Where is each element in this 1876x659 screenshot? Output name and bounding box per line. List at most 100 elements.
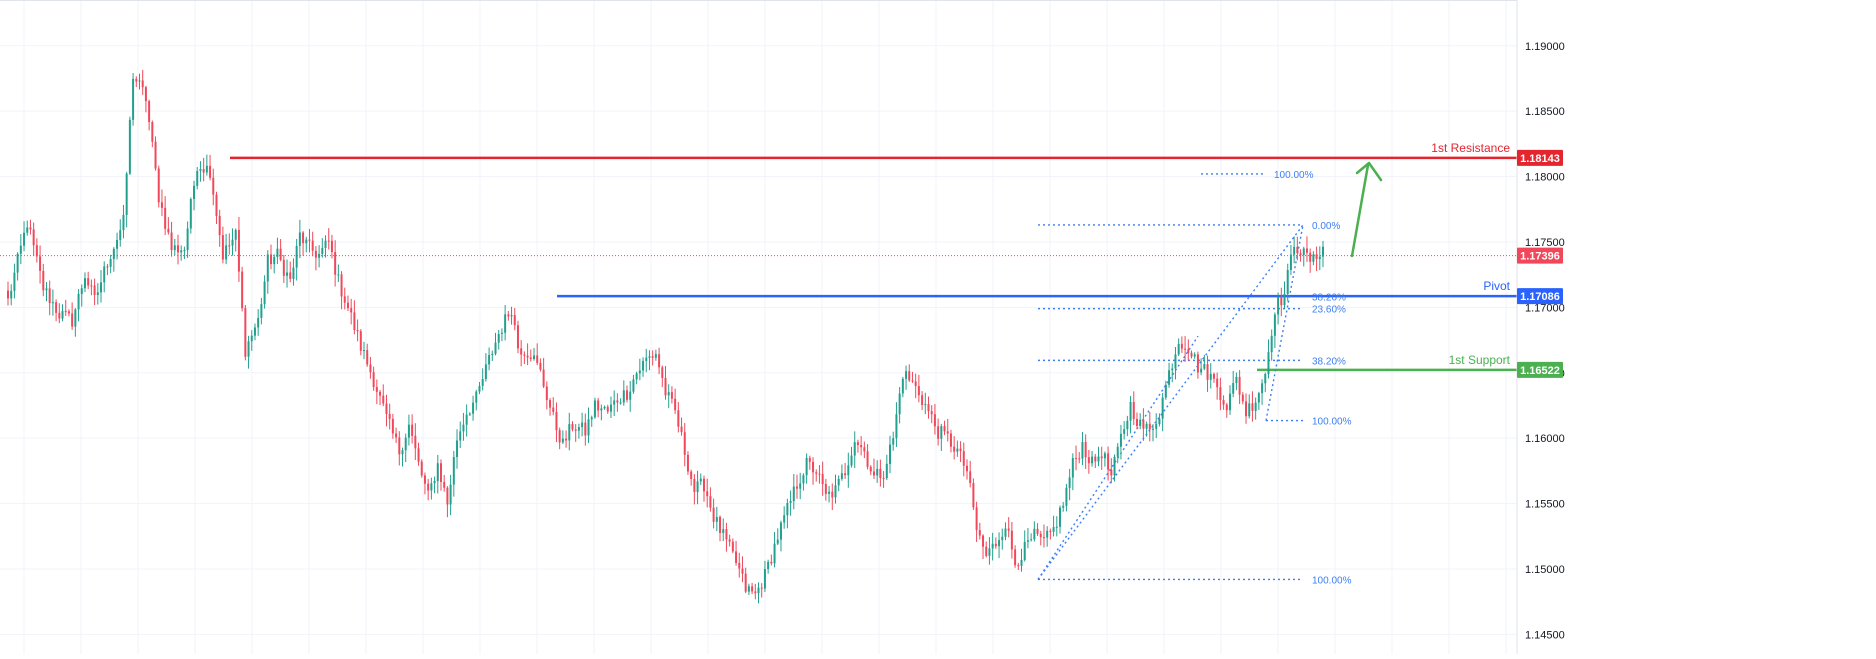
candle-body xyxy=(1277,296,1280,315)
fib-small-trendline xyxy=(1265,224,1304,421)
candle-body xyxy=(1216,378,1219,388)
candle-body xyxy=(122,214,125,231)
candle-body xyxy=(1026,540,1029,542)
candle-body xyxy=(1126,420,1129,430)
candle-body xyxy=(574,429,577,431)
level-label: 1st Resistance xyxy=(1431,141,1510,155)
candle-body xyxy=(196,170,199,186)
candle-body xyxy=(1132,401,1135,419)
candle-body xyxy=(1001,536,1004,541)
candle-body xyxy=(988,548,991,556)
candle-body xyxy=(446,487,449,505)
candle-body xyxy=(109,259,112,267)
fib-level-label: 100.00% xyxy=(1312,575,1352,586)
candle-body xyxy=(337,274,340,276)
candle-body xyxy=(1007,528,1010,531)
candle-body xyxy=(253,327,256,336)
candle-body xyxy=(1251,403,1254,411)
level-label: Pivot xyxy=(1483,279,1510,293)
candle-body xyxy=(193,185,196,200)
candle-body xyxy=(677,410,680,427)
candle-body xyxy=(658,354,661,368)
candle-body xyxy=(375,387,378,392)
candle-body xyxy=(683,432,686,455)
candle-body xyxy=(956,448,959,452)
candle-body xyxy=(234,229,237,240)
annotations: 1st Resistance Pivot 1st Support xyxy=(1350,141,1511,367)
candle-body xyxy=(494,342,497,354)
candle-body xyxy=(135,78,138,82)
candle-body xyxy=(212,177,215,195)
candle-body xyxy=(1046,530,1049,538)
candle-body xyxy=(561,438,564,443)
candle-body xyxy=(722,529,725,533)
candle-body xyxy=(318,253,321,258)
candle-body xyxy=(407,424,410,438)
candle-body xyxy=(728,539,731,542)
candle-body xyxy=(414,435,417,449)
candle-body xyxy=(411,424,414,436)
candle-body xyxy=(295,245,298,268)
candle-body xyxy=(593,400,596,418)
candle-body xyxy=(1097,456,1100,462)
candle-body xyxy=(1187,349,1190,353)
candle-body xyxy=(282,259,285,276)
candle-body xyxy=(359,331,362,351)
candle-body xyxy=(1264,373,1267,384)
price-tick-label: 1.18000 xyxy=(1525,172,1565,184)
candle-body xyxy=(173,245,176,251)
fib-top-label: 100.00% xyxy=(1274,170,1314,181)
candle-body xyxy=(1068,477,1071,488)
candle-body xyxy=(632,379,635,392)
candle-body xyxy=(51,302,54,304)
candle-body xyxy=(876,468,879,476)
candle-body xyxy=(715,516,718,522)
candle-body xyxy=(35,245,38,257)
candle-body xyxy=(26,227,29,233)
candle-body xyxy=(696,481,699,493)
candle-body xyxy=(789,500,792,504)
candle-body xyxy=(125,173,128,215)
candle-body xyxy=(221,235,224,260)
candle-body xyxy=(863,447,866,452)
price-axis[interactable]: 1.145001.150001.155001.160001.165001.170… xyxy=(1516,0,1876,654)
candle-body xyxy=(157,168,160,203)
candle-body xyxy=(244,308,247,357)
candle-body xyxy=(539,362,542,370)
candle-body xyxy=(472,402,475,414)
candle-body xyxy=(29,227,32,230)
candle-body xyxy=(260,304,263,318)
candle-body xyxy=(670,392,673,399)
candle-body xyxy=(112,248,115,260)
candle-body xyxy=(209,165,212,178)
candle-body xyxy=(497,333,500,343)
candle-body xyxy=(933,414,936,427)
candle-body xyxy=(138,80,141,82)
candle-body xyxy=(1113,456,1116,476)
candle-body xyxy=(536,355,539,363)
candles xyxy=(7,69,1324,604)
candle-body xyxy=(661,367,664,378)
candle-body xyxy=(100,282,103,293)
candle-body xyxy=(289,272,292,279)
candle-body xyxy=(311,240,314,251)
candle-body xyxy=(565,438,568,441)
candle-body xyxy=(1078,458,1081,460)
candle-body xyxy=(218,215,221,236)
candle-body xyxy=(273,256,276,265)
candle-body xyxy=(160,202,163,208)
candle-body xyxy=(754,591,757,594)
candle-body xyxy=(430,483,433,491)
candle-body xyxy=(606,406,609,412)
candle-body xyxy=(763,569,766,589)
candle-body xyxy=(626,390,629,400)
candle-body xyxy=(61,311,64,319)
candle-body xyxy=(911,380,914,382)
candle-body xyxy=(257,317,260,328)
candle-body xyxy=(1318,256,1321,260)
candle-body xyxy=(1004,528,1007,537)
candle-body xyxy=(314,250,317,258)
candle-body xyxy=(1161,397,1164,419)
